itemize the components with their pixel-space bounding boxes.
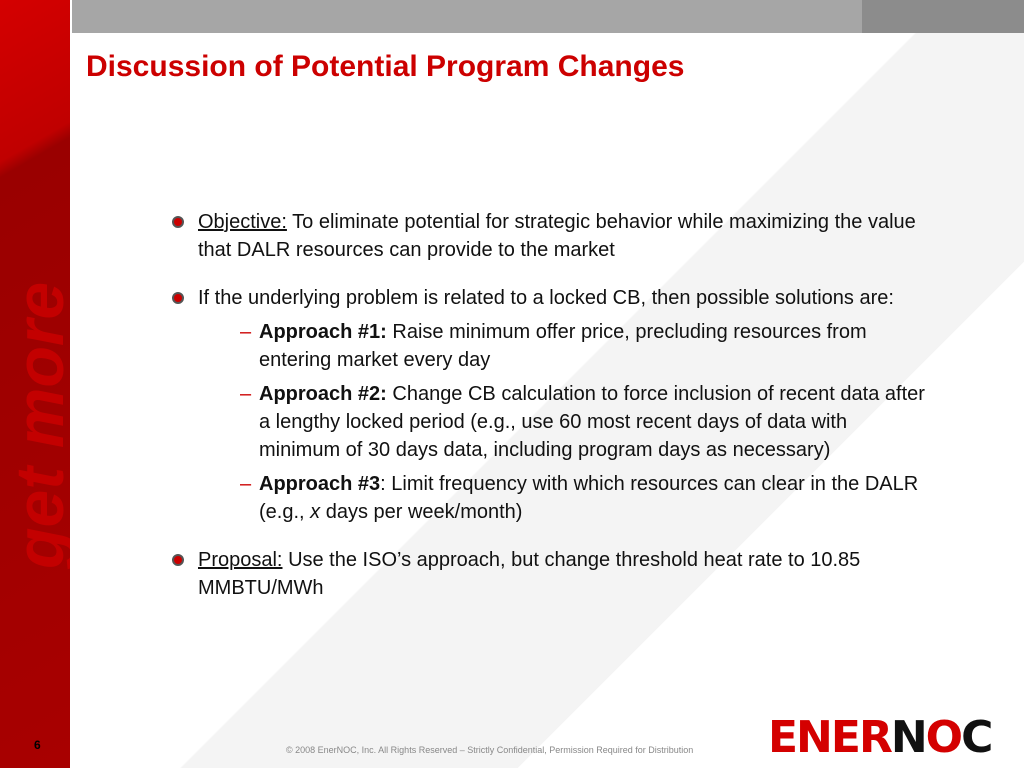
- logo-part: O: [925, 712, 963, 763]
- bullet: If the underlying problem is related to …: [170, 284, 930, 526]
- title: Discussion of Potential Program Changes: [86, 50, 685, 83]
- logo-part: N: [890, 712, 928, 763]
- top-bar: [72, 0, 862, 33]
- text: Raise minimum offer price, precluding re…: [259, 321, 867, 371]
- footer: © 2008 EnerNOC, Inc. All Rights Reserved…: [286, 745, 694, 755]
- label: Approach #1:: [259, 321, 387, 343]
- sub-bullet: – Approach #3: Limit frequency with which…: [240, 473, 919, 523]
- text: If the underlying problem is related to …: [198, 287, 894, 309]
- background-shape: [72, 33, 1024, 768]
- text: Change CB calculation to force inclusion…: [259, 383, 925, 461]
- bullet: Proposal: Use the ISO’s approach, but ch…: [170, 546, 930, 602]
- text: : Limit frequency with which resources c…: [259, 473, 919, 523]
- page-number: 6: [34, 738, 41, 752]
- sub-bullet: – Approach #1: Raise minimum offer price,…: [240, 321, 867, 371]
- label: Approach #2:: [259, 383, 387, 405]
- label: Approach #3: [259, 473, 381, 495]
- logo: ENERNOC: [768, 712, 993, 763]
- left-bar: get more: [0, 0, 70, 768]
- bullet: Objective: To eliminate potential for st…: [170, 208, 930, 264]
- top-bar-dark: [862, 0, 1024, 33]
- text: To eliminate potential for strategic beh…: [198, 211, 916, 261]
- label: Objective:: [198, 211, 287, 233]
- italic: x: [310, 501, 321, 523]
- sub-bullet: – Approach #2: Change CB calculation to f…: [240, 383, 925, 461]
- logo-part: C: [961, 712, 993, 763]
- text: days per week/month): [325, 501, 523, 523]
- text: Use the ISO’s approach, but change thres…: [198, 549, 861, 599]
- logo-part: ENER: [768, 712, 893, 763]
- label: Proposal:: [198, 549, 283, 571]
- side-text: get more: [2, 281, 70, 569]
- content: Objective: To eliminate potential for st…: [170, 208, 930, 622]
